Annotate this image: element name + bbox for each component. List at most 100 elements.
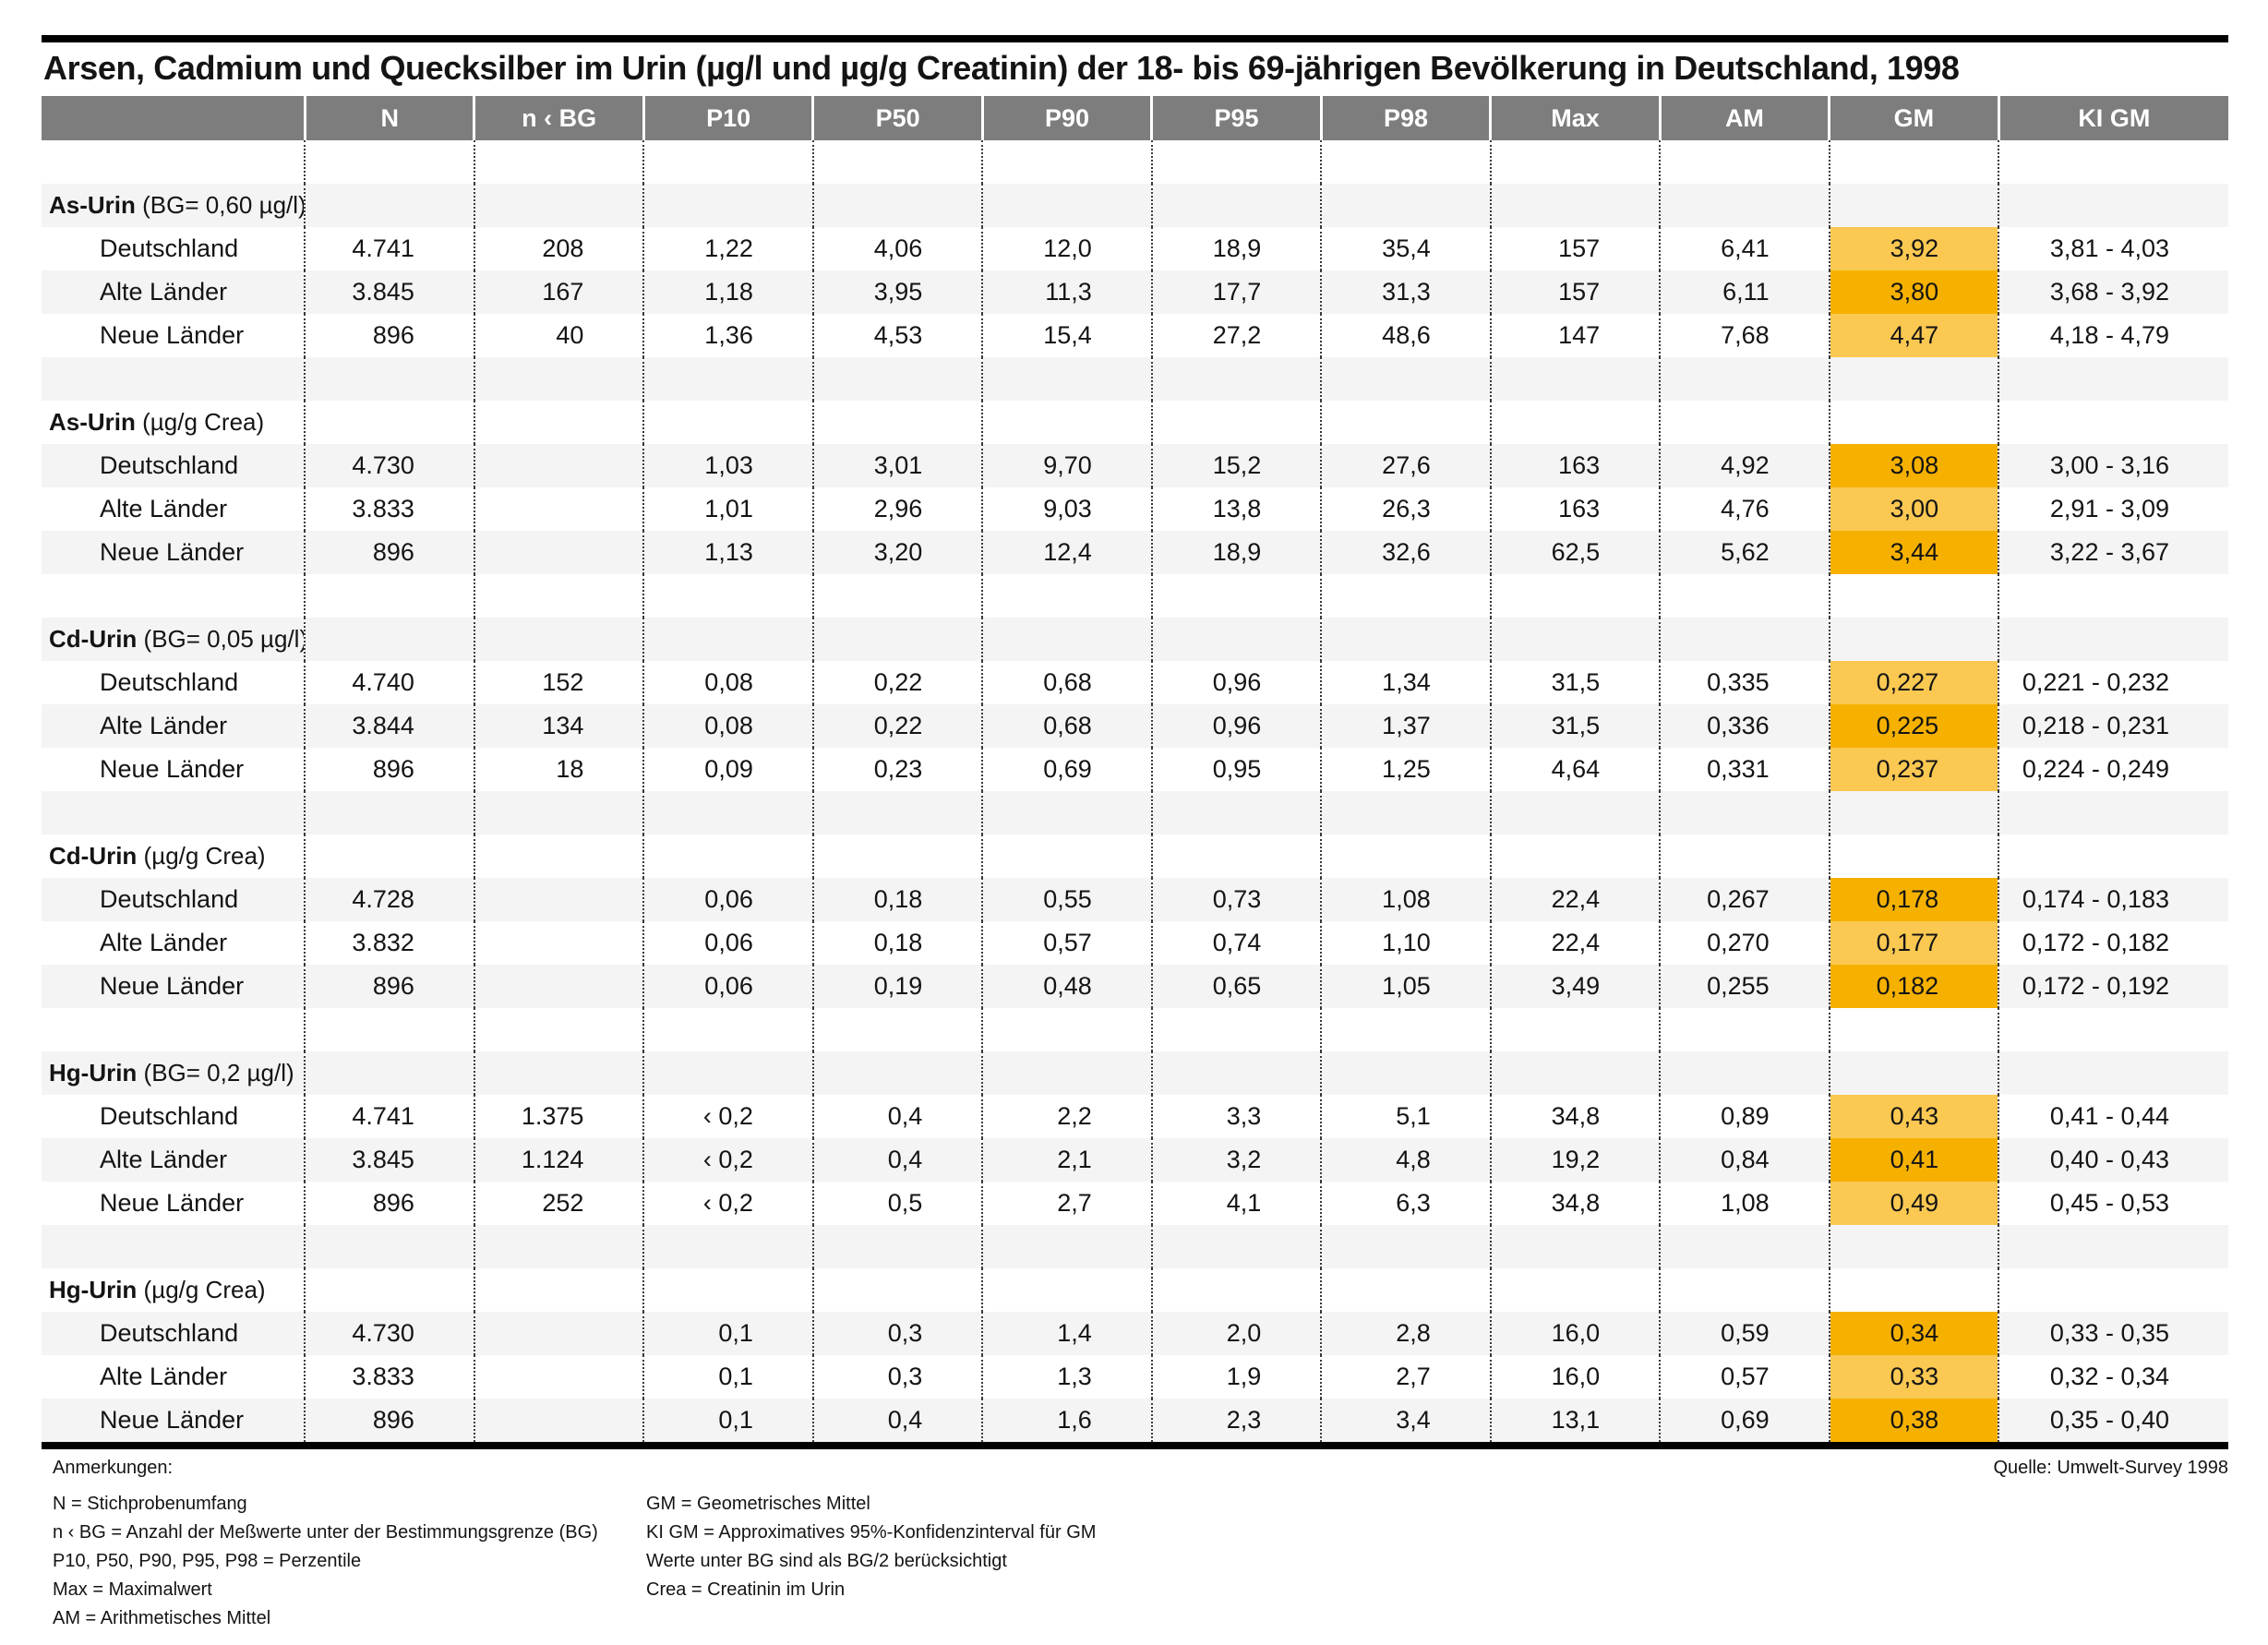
empty-cell — [1659, 140, 1830, 184]
row-label: Alte Länder — [100, 278, 228, 306]
empty-cell — [473, 574, 644, 618]
empty-cell — [473, 835, 644, 878]
empty-cell — [1998, 401, 2228, 444]
empty-cell — [304, 184, 474, 227]
cell-p10: 0,08 — [642, 661, 813, 704]
empty-cell — [1659, 184, 1830, 227]
source-note: Quelle: Umwelt-Survey 1998 — [1993, 1458, 2228, 1478]
empty-cell — [473, 184, 644, 227]
empty-cell — [642, 791, 813, 835]
cell-p98: 26,3 — [1320, 487, 1491, 531]
empty-cell — [1320, 1268, 1491, 1312]
section-qualifier: (BG= 0,2 µg/l) — [137, 1059, 294, 1087]
cell-gm: 0,41 — [1828, 1138, 1999, 1182]
cell-p50: 0,4 — [811, 1138, 983, 1182]
footnote: GM = Geometrisches Mittel — [646, 1494, 870, 1514]
cell-ki-gm: 3,81 - 4,03 — [1998, 227, 2228, 270]
cell-p98: 4,8 — [1320, 1138, 1491, 1182]
empty-cell — [1489, 1225, 1661, 1268]
empty-cell — [811, 357, 983, 401]
cell-p10: ‹ 0,2 — [642, 1095, 813, 1138]
cell-p90: 2,1 — [981, 1138, 1152, 1182]
cell-gm: 0,178 — [1828, 878, 1999, 921]
cell-ki-gm: 0,41 - 0,44 — [1998, 1095, 2228, 1138]
cell-p10: 1,01 — [642, 487, 813, 531]
cell-n: 3.845 — [304, 1138, 474, 1182]
cell-am: 0,57 — [1659, 1355, 1830, 1399]
row-label: Deutschland — [100, 1102, 239, 1130]
footnote: Werte unter BG sind als BG/2 berücksicht… — [646, 1551, 1007, 1571]
cell-n: 896 — [304, 1182, 474, 1225]
cell-p90: 0,55 — [981, 878, 1152, 921]
cell-am: 0,89 — [1659, 1095, 1830, 1138]
row-label: Neue Länder — [100, 538, 245, 566]
cell-gm: 0,182 — [1828, 965, 1999, 1008]
cell-n-lt-bg — [473, 531, 644, 574]
cell-am: 6,11 — [1659, 270, 1830, 314]
empty-cell — [1489, 618, 1661, 661]
empty-cell — [1998, 1268, 2228, 1312]
section-title: Cd-Urin (µg/g Crea) — [42, 835, 305, 878]
empty-cell — [981, 184, 1152, 227]
notes-label: Anmerkungen: — [53, 1458, 174, 1478]
empty-cell — [1828, 791, 1999, 835]
cell-gm: 0,237 — [1828, 748, 1999, 791]
cell-p90: 1,4 — [981, 1312, 1152, 1355]
empty-cell — [1150, 401, 1322, 444]
footnote: N = Stichprobenumfang — [53, 1494, 247, 1514]
empty-cell — [1998, 1225, 2228, 1268]
empty-cell — [1320, 1008, 1491, 1051]
row-label: Neue Länder — [100, 755, 245, 783]
spacer-row — [42, 1225, 2228, 1268]
table-row: Alte Länder 3.833 0,1 0,3 1,3 1,9 2,7 16,0 0,57 0… — [42, 1355, 2228, 1399]
cell-p95: 18,9 — [1150, 531, 1322, 574]
cell-p98: 1,05 — [1320, 965, 1491, 1008]
cell-n-lt-bg: 1.124 — [473, 1138, 644, 1182]
empty-cell — [981, 1268, 1152, 1312]
cell-p90: 1,3 — [981, 1355, 1152, 1399]
cell-p50: 3,01 — [811, 444, 983, 487]
cell-n: 3.832 — [304, 921, 474, 965]
cell-p95: 3,2 — [1150, 1138, 1322, 1182]
cell-n: 4.740 — [304, 661, 474, 704]
cell-n-lt-bg — [473, 1312, 644, 1355]
empty-cell — [981, 835, 1152, 878]
cell-p95: 13,8 — [1150, 487, 1322, 531]
empty-cell — [473, 140, 644, 184]
section-qualifier: (µg/g Crea) — [135, 408, 265, 436]
footnote: n ‹ BG = Anzahl der Meßwerte unter der B… — [53, 1522, 598, 1543]
empty-cell — [1998, 357, 2228, 401]
spacer-row — [42, 1008, 2228, 1051]
empty-cell — [1150, 574, 1322, 618]
table-row: Alte Länder 3.844 134 0,08 0,22 0,68 0,96 1,37 3… — [42, 704, 2228, 748]
empty-cell — [1828, 1268, 1999, 1312]
table-row: Deutschland 4.740 152 0,08 0,22 0,68 0,96 1,34 3… — [42, 661, 2228, 704]
empty-cell — [1828, 1225, 1999, 1268]
cell-gm: 3,00 — [1828, 487, 1999, 531]
cell-n-lt-bg: 1.375 — [473, 1095, 644, 1138]
empty-cell — [1659, 1051, 1830, 1095]
empty-cell — [1150, 184, 1322, 227]
cell-ki-gm: 0,221 - 0,232 — [1998, 661, 2228, 704]
cell-ki-gm: 2,91 - 3,09 — [1998, 487, 2228, 531]
empty-cell — [304, 791, 474, 835]
cell-p95: 1,9 — [1150, 1355, 1322, 1399]
cell-am: 0,331 — [1659, 748, 1830, 791]
report-page: Arsen, Cadmium und Quecksilber im Urin (… — [42, 35, 2228, 1633]
empty-cell — [1489, 140, 1661, 184]
empty-cell — [1489, 791, 1661, 835]
table-row: Alte Länder 3.833 1,01 2,96 9,03 13,8 26,3 163 4… — [42, 487, 2228, 531]
cell-n: 4.741 — [304, 227, 474, 270]
empty-cell — [1150, 1051, 1322, 1095]
cell-n: 3.833 — [304, 487, 474, 531]
empty-cell — [1828, 835, 1999, 878]
cell-ki-gm: 3,22 - 3,67 — [1998, 531, 2228, 574]
empty-cell — [642, 835, 813, 878]
cell-max: 34,8 — [1489, 1095, 1661, 1138]
empty-cell — [473, 1008, 644, 1051]
empty-cell — [304, 1268, 474, 1312]
cell-n-lt-bg: 167 — [473, 270, 644, 314]
footnote: P10, P50, P90, P95, P98 = Perzentile — [53, 1551, 362, 1571]
empty-cell — [642, 1225, 813, 1268]
cell-p95: 2,0 — [1150, 1312, 1322, 1355]
